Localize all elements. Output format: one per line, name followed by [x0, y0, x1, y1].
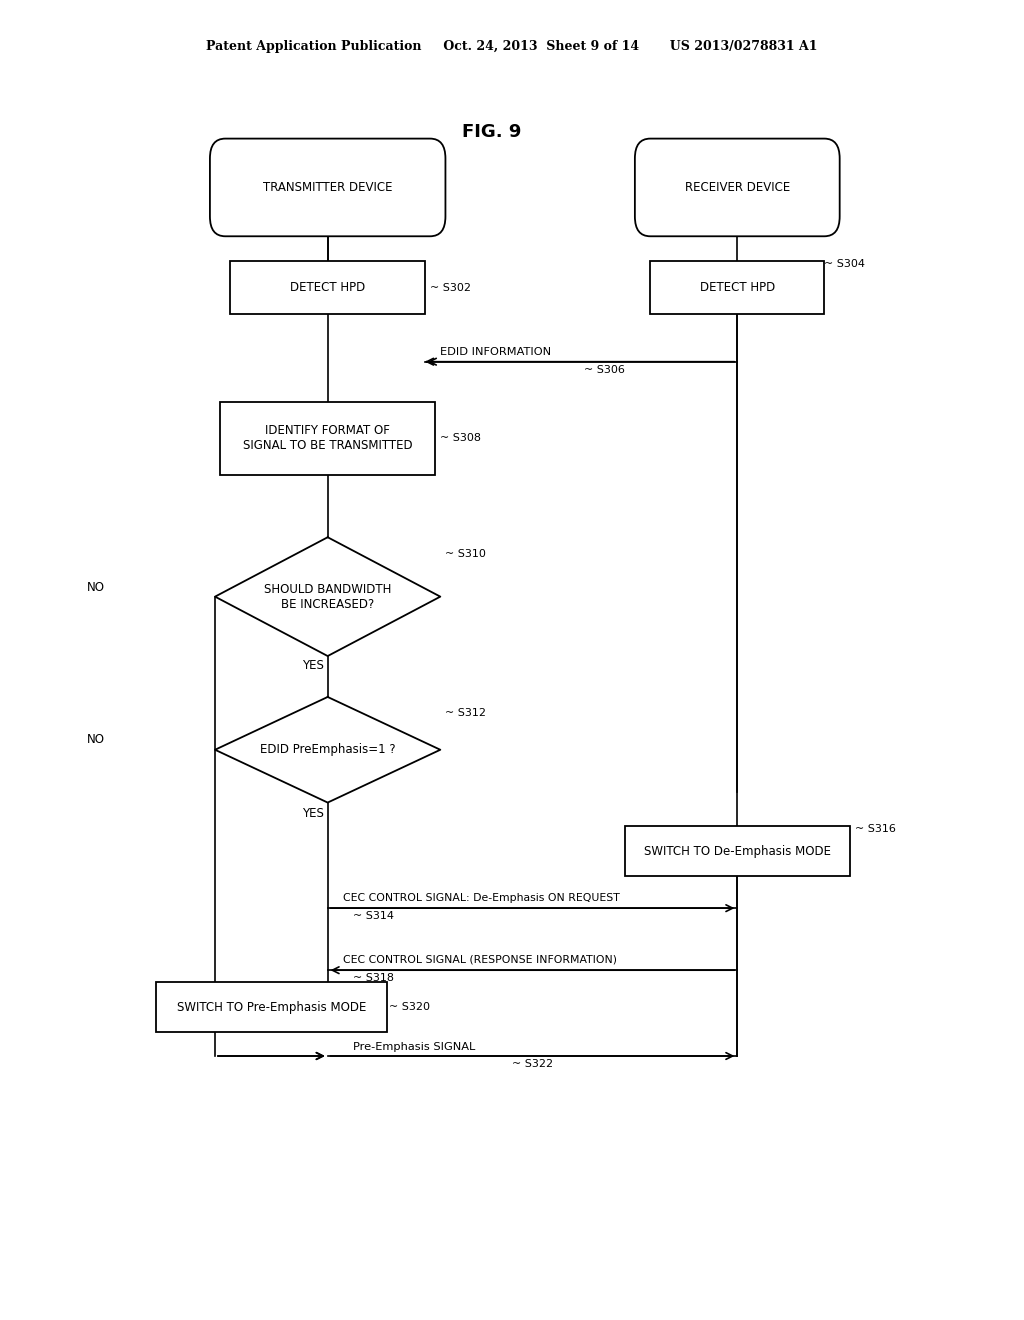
Text: ~ S302: ~ S302 [430, 282, 471, 293]
Text: DETECT HPD: DETECT HPD [290, 281, 366, 294]
Text: SHOULD BANDWIDTH
BE INCREASED?: SHOULD BANDWIDTH BE INCREASED? [264, 582, 391, 611]
FancyBboxPatch shape [635, 139, 840, 236]
Text: ~ S304: ~ S304 [824, 259, 865, 269]
Bar [625, 826, 850, 876]
Text: ~ S310: ~ S310 [445, 549, 486, 560]
Text: EDID PreEmphasis=1 ?: EDID PreEmphasis=1 ? [260, 743, 395, 756]
Text: ~ S316: ~ S316 [855, 824, 896, 834]
Bar [230, 261, 425, 314]
Text: ~ S320: ~ S320 [389, 1002, 430, 1012]
Text: Patent Application Publication     Oct. 24, 2013  Sheet 9 of 14       US 2013/02: Patent Application Publication Oct. 24, … [206, 40, 818, 53]
Polygon shape [215, 537, 440, 656]
Text: TRANSMITTER DEVICE: TRANSMITTER DEVICE [263, 181, 392, 194]
Text: ~ S322: ~ S322 [512, 1059, 553, 1069]
Text: ~ S308: ~ S308 [440, 433, 481, 444]
Text: CEC CONTROL SIGNAL: De-Emphasis ON REQUEST: CEC CONTROL SIGNAL: De-Emphasis ON REQUE… [343, 892, 620, 903]
Text: YES: YES [302, 659, 324, 672]
Text: Pre-Emphasis SIGNAL: Pre-Emphasis SIGNAL [353, 1041, 475, 1052]
Bar [157, 982, 387, 1032]
Text: RECEIVER DEVICE: RECEIVER DEVICE [685, 181, 790, 194]
Text: EDID INFORMATION: EDID INFORMATION [440, 347, 552, 358]
Text: YES: YES [302, 807, 324, 820]
Bar [650, 261, 824, 314]
Text: ~ S312: ~ S312 [445, 708, 486, 718]
Text: ~ S318: ~ S318 [353, 973, 394, 983]
Text: NO: NO [87, 733, 105, 746]
Text: NO: NO [87, 581, 105, 594]
Text: ~ S306: ~ S306 [584, 364, 625, 375]
Text: SWITCH TO De-Emphasis MODE: SWITCH TO De-Emphasis MODE [644, 845, 830, 858]
Text: FIG. 9: FIG. 9 [462, 123, 521, 141]
Polygon shape [215, 697, 440, 803]
Text: ~ S314: ~ S314 [353, 911, 394, 921]
Bar [220, 401, 435, 474]
Text: SWITCH TO Pre-Emphasis MODE: SWITCH TO Pre-Emphasis MODE [177, 1001, 366, 1014]
Text: IDENTIFY FORMAT OF
SIGNAL TO BE TRANSMITTED: IDENTIFY FORMAT OF SIGNAL TO BE TRANSMIT… [243, 424, 413, 453]
FancyBboxPatch shape [210, 139, 445, 236]
Text: CEC CONTROL SIGNAL (RESPONSE INFORMATION): CEC CONTROL SIGNAL (RESPONSE INFORMATION… [343, 954, 617, 965]
Text: DETECT HPD: DETECT HPD [699, 281, 775, 294]
